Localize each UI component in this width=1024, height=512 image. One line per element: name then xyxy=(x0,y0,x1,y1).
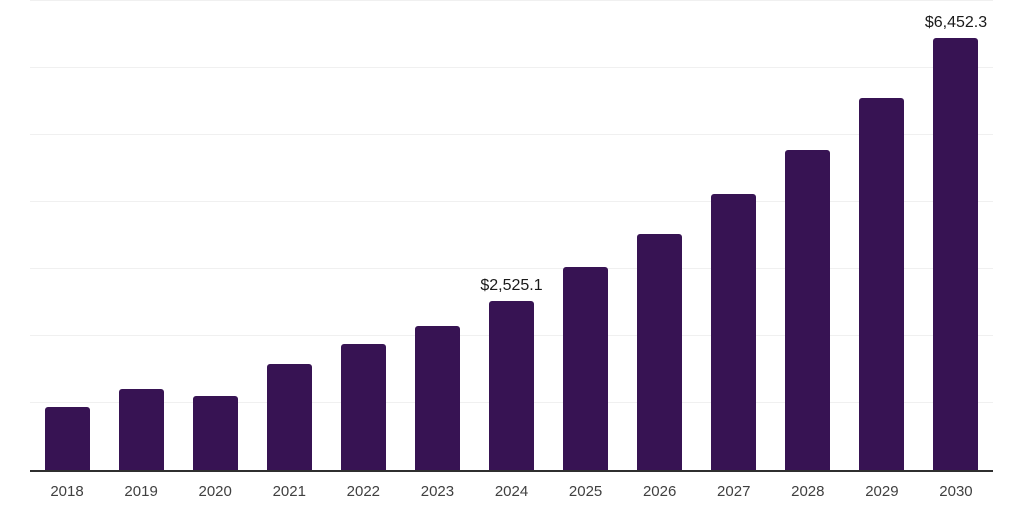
bar-2020 xyxy=(192,395,238,470)
bar-2024 xyxy=(489,300,534,470)
gridline-6000 xyxy=(30,67,993,68)
x-tick-label-2029: 2029 xyxy=(865,483,899,500)
gridline-5000 xyxy=(30,134,993,135)
bar-2027 xyxy=(711,193,757,470)
bar-slot-2018 xyxy=(30,1,104,470)
x-tick-label-2020: 2020 xyxy=(198,483,232,500)
gridline-7000 xyxy=(30,0,993,1)
bar-2023 xyxy=(414,325,460,470)
bars-container: $2,525.1 $6,452.3 xyxy=(30,1,993,470)
x-tick-label-2022: 2022 xyxy=(346,483,381,500)
data-label-2030: $6,452.3 xyxy=(924,14,988,32)
gridline-4000 xyxy=(30,201,993,202)
bar-slot-2028 xyxy=(771,1,845,470)
bar-2029 xyxy=(859,98,905,470)
bar-slot-2026 xyxy=(623,1,697,470)
x-tick-label-2030: 2030 xyxy=(939,483,973,500)
bar-2028 xyxy=(785,150,831,470)
x-axis-labels: 2018 2019 2020 2021 2022 2023 2024 2025 2026 2027… xyxy=(30,482,993,502)
bar-slot-2022 xyxy=(326,1,400,470)
plot-area: $2,525.1 $6,452.3 xyxy=(30,0,993,472)
x-tick-label-2027: 2027 xyxy=(717,483,751,500)
bar-slot-2020 xyxy=(178,1,252,470)
bar-2018 xyxy=(44,407,90,470)
x-tick-label-2028: 2028 xyxy=(791,483,825,500)
bar-slot-2024: $2,525.1 xyxy=(474,1,548,470)
x-tick-label-2018: 2018 xyxy=(50,483,84,500)
bar-2022 xyxy=(340,344,386,470)
x-tick-label-2025: 2025 xyxy=(568,483,603,500)
x-tick-label-2021: 2021 xyxy=(272,483,306,500)
bar-slot-2029 xyxy=(845,1,919,470)
x-tick-label-2019: 2019 xyxy=(124,483,158,500)
bar-2021 xyxy=(266,364,312,470)
bar-2026 xyxy=(637,234,683,470)
bar-slot-2030: $6,452.3 xyxy=(919,1,993,470)
bar-slot-2027 xyxy=(697,1,771,470)
bar-slot-2019 xyxy=(104,1,178,470)
bar-slot-2021 xyxy=(252,1,326,470)
x-tick-label-2024: 2024 xyxy=(494,483,529,500)
bar-slot-2023 xyxy=(400,1,474,470)
x-tick-label-2023: 2023 xyxy=(420,483,455,500)
bar-2030 xyxy=(933,37,979,470)
bar-2025 xyxy=(563,267,609,470)
x-tick-label-2026: 2026 xyxy=(642,483,677,500)
bar-slot-2025 xyxy=(549,1,623,470)
bar-2019 xyxy=(118,388,164,470)
gridline-3000 xyxy=(30,268,993,269)
data-label-2024: $2,525.1 xyxy=(480,277,543,295)
